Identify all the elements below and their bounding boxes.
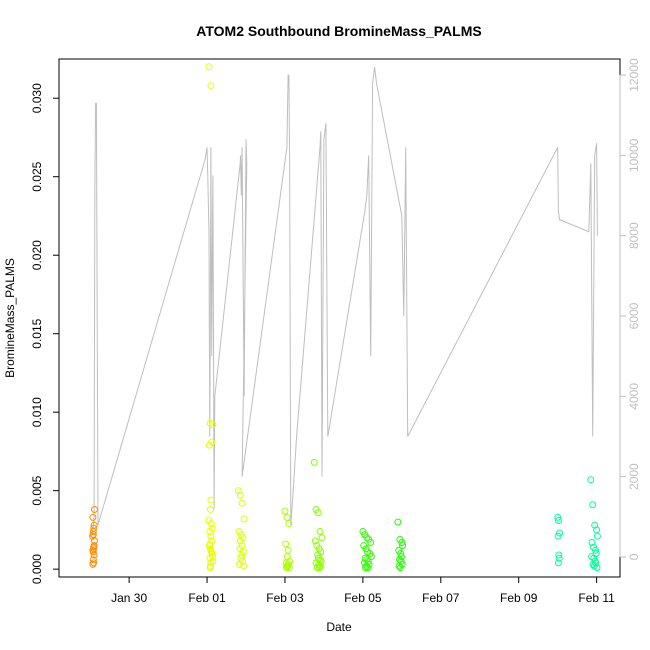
data-point — [591, 521, 599, 529]
data-point — [587, 476, 595, 484]
data-point — [236, 491, 244, 499]
data-point — [311, 537, 319, 545]
data-point — [90, 551, 98, 559]
data-point — [284, 560, 292, 568]
data-point — [556, 529, 564, 537]
data-point — [207, 506, 214, 513]
x-tick-label: Feb 01 — [188, 591, 226, 605]
data-point — [316, 564, 324, 572]
y2-tick-label: 4000 — [627, 383, 641, 410]
y2-tick-label: 8000 — [627, 222, 641, 249]
data-point — [207, 532, 215, 540]
plot-frame — [58, 58, 621, 578]
data-point — [282, 540, 290, 548]
data-point — [398, 539, 406, 546]
data-point — [205, 441, 213, 449]
data-point — [206, 564, 214, 572]
data-point — [205, 63, 213, 71]
data-point — [238, 499, 246, 507]
y-tick-label: 0.000 — [30, 554, 44, 584]
data-point — [207, 496, 215, 504]
y2-tick-label: 6000 — [627, 302, 641, 329]
data-point — [362, 545, 370, 553]
data-point — [310, 458, 318, 466]
x-tick-label: Feb 09 — [500, 591, 538, 605]
data-point — [394, 518, 402, 526]
data-point — [89, 513, 97, 521]
data-point — [235, 560, 243, 568]
data-point — [207, 559, 215, 567]
y-tick-label: 0.020 — [30, 240, 44, 270]
data-point — [283, 513, 291, 521]
chart-title: ATOM2 Southbound BromineMass_PALMS — [196, 23, 481, 39]
secondary-series-line — [91, 66, 598, 537]
data-point — [89, 531, 97, 539]
y-tick-label: 0.015 — [30, 318, 44, 348]
data-point — [90, 543, 98, 551]
data-point — [240, 515, 248, 523]
x-tick-label: Feb 07 — [422, 591, 460, 605]
x-axis: Jan 30 Feb 01 Feb 03 Feb 05 Feb 07 Feb 09 Feb … — [111, 576, 615, 605]
data-point — [209, 421, 217, 429]
y2-tick-label: 2000 — [627, 463, 641, 490]
data-point — [555, 551, 563, 559]
y2-axis: 0 2000 4000 6000 8000 10000 12000 — [619, 58, 641, 560]
data-point — [362, 564, 370, 572]
data-point — [90, 521, 98, 529]
data-point — [593, 564, 601, 572]
points-layer — [89, 63, 601, 572]
data-point — [207, 82, 215, 90]
data-point — [589, 501, 597, 509]
data-point — [554, 532, 562, 540]
x-tick-label: Feb 03 — [266, 591, 304, 605]
data-point — [367, 539, 375, 546]
data-point — [205, 542, 213, 550]
secondary-series-layer — [91, 66, 598, 537]
y2-tick-label: 0 — [627, 553, 641, 560]
data-point — [206, 528, 214, 535]
x-tick-label: Jan 30 — [111, 591, 147, 605]
x-tick-label: Feb 11 — [578, 591, 615, 605]
y-axis: 0.000 0.005 0.010 0.015 0.020 0.025 0.030 — [30, 83, 60, 584]
data-point — [593, 532, 601, 540]
data-point — [281, 507, 289, 515]
data-point — [314, 509, 322, 517]
data-point — [283, 562, 291, 570]
data-point — [284, 546, 292, 554]
y-tick-label: 0.005 — [30, 475, 44, 505]
data-point — [234, 487, 242, 495]
data-point — [399, 542, 407, 550]
y-tick-label: 0.030 — [30, 83, 44, 113]
y2-tick-label: 10000 — [627, 138, 641, 172]
x-axis-label: Date — [326, 620, 352, 634]
data-point — [91, 506, 98, 513]
data-point — [395, 562, 403, 570]
data-point — [396, 564, 404, 572]
data-point — [237, 537, 244, 545]
data-point — [89, 560, 97, 568]
data-point — [554, 517, 562, 524]
data-point — [554, 513, 562, 521]
data-point — [313, 564, 321, 572]
data-point — [285, 520, 293, 528]
data-point — [555, 554, 563, 562]
data-point — [89, 556, 97, 564]
data-point — [318, 534, 326, 542]
data-point — [588, 539, 596, 546]
y2-tick-label: 12000 — [627, 58, 641, 92]
y-tick-label: 0.010 — [30, 397, 44, 427]
y-tick-label: 0.025 — [30, 161, 44, 191]
data-point — [364, 564, 372, 572]
data-point — [207, 520, 215, 528]
data-point — [554, 559, 562, 567]
x-tick-label: Feb 05 — [344, 591, 382, 605]
y-axis-label: BromineMass_PALMS — [3, 258, 17, 378]
data-point — [592, 546, 599, 554]
data-point — [363, 534, 371, 542]
data-point — [316, 528, 324, 535]
data-point — [240, 562, 248, 570]
